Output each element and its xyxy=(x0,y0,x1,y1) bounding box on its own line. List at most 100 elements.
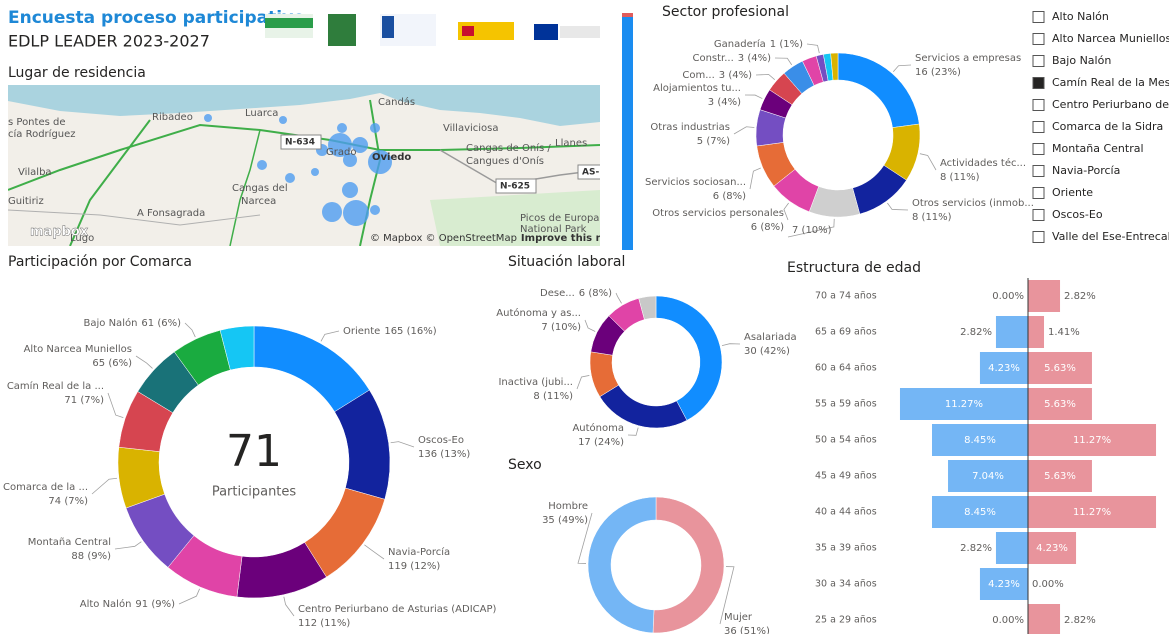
chart-title: Sexo xyxy=(508,457,542,473)
slicer-checkbox[interactable] xyxy=(1033,34,1044,45)
category-name: Alto Narcea Muniellos xyxy=(24,344,132,355)
map-place-label: Candás xyxy=(378,96,415,108)
category-label: 60 a 64 años xyxy=(815,363,877,374)
logos xyxy=(265,14,600,46)
value-label: 4.23% xyxy=(1036,543,1068,554)
value-label: 11.27% xyxy=(1073,507,1111,518)
slicer-item[interactable]: Alto Nalón xyxy=(1052,10,1109,23)
data-label: Ganadería1 (1%) xyxy=(714,38,803,50)
map-place-label: cía Rodríguez xyxy=(8,128,76,140)
slicer-checkbox[interactable] xyxy=(1033,78,1044,89)
logo xyxy=(534,24,558,40)
leader-line xyxy=(284,597,294,616)
category-label: 40 a 44 años xyxy=(815,507,877,518)
data-label: Bajo Nalón61 (6%) xyxy=(84,317,182,329)
attribution-text: © Mapbox © OpenStreetMap xyxy=(370,233,517,244)
slicer-checkbox[interactable] xyxy=(1033,166,1044,177)
donut-slice xyxy=(653,497,724,633)
map-bubble xyxy=(311,168,319,176)
slicer-checkbox[interactable] xyxy=(1033,56,1044,67)
value-label: 0.00% xyxy=(992,291,1024,302)
leader-line xyxy=(893,65,911,72)
donut-slice xyxy=(838,53,919,128)
map-bubble xyxy=(370,123,380,133)
map-place-label: Villaviciosa xyxy=(443,123,499,134)
category-label: 50 a 54 años xyxy=(815,435,877,446)
slicer-item[interactable]: Montaña Central xyxy=(1052,142,1144,155)
leader-line xyxy=(391,442,414,447)
map-place-label: Cangas de Onís / xyxy=(466,142,551,154)
donut-slice xyxy=(588,497,656,633)
chart-title: Situación laboral xyxy=(508,254,625,270)
value-label: 3 (4%) xyxy=(719,70,752,81)
slicer-checkbox[interactable] xyxy=(1033,122,1044,133)
value-label: 6 (8%) xyxy=(751,222,784,233)
slicer-checkbox[interactable] xyxy=(1033,232,1044,243)
category-name: Dese... xyxy=(540,288,575,299)
slicer-item[interactable]: Bajo Nalón xyxy=(1052,54,1111,67)
value-label: 165 (16%) xyxy=(384,326,436,337)
slicer-item[interactable]: Valle del Ese-Entrecabos xyxy=(1052,230,1169,243)
leader-line xyxy=(756,74,775,79)
leader-line xyxy=(136,356,153,368)
value-label: 8 (11%) xyxy=(912,212,952,223)
map-place-label: Llanes xyxy=(555,138,587,149)
map-bubble xyxy=(370,205,380,215)
category-name: Alojamientos tu... xyxy=(653,83,741,94)
value-label: 7 (10%) xyxy=(541,322,581,333)
map-place-label: Ribadeo xyxy=(152,112,193,123)
slicer-checkbox[interactable] xyxy=(1033,12,1044,23)
category-name: Actividades téc... xyxy=(940,157,1026,169)
category-name: Servicios sociosan... xyxy=(645,177,746,188)
category-name: Comarca de la ... xyxy=(3,482,88,493)
slicer-item[interactable]: Oscos-Eo xyxy=(1052,208,1103,221)
leader-line xyxy=(364,545,384,559)
leader-line xyxy=(321,331,339,341)
value-label: 112 (11%) xyxy=(298,618,350,629)
value-label: 2.82% xyxy=(1064,291,1096,302)
slicer-item[interactable]: Oriente xyxy=(1052,186,1093,199)
leader-line xyxy=(784,203,789,220)
category-label: 30 a 34 años xyxy=(815,579,877,590)
value-label: 74 (7%) xyxy=(48,496,88,507)
bar xyxy=(1028,316,1044,348)
bar xyxy=(1028,280,1060,312)
map-bubble xyxy=(342,182,358,198)
map-place-label: A Fonsagrada xyxy=(137,208,205,219)
dashboard: Encuesta proceso participativo EDLP LEAD… xyxy=(0,0,1169,634)
category-name: Centro Periurbano de Asturias (ADICAP) xyxy=(298,604,496,615)
map-bubble xyxy=(204,114,212,122)
leader-line xyxy=(115,542,141,549)
category-name: Navia-Porcía xyxy=(388,546,450,558)
category-name: Otros servicios personales xyxy=(652,208,784,219)
slicer-checkbox[interactable] xyxy=(1033,144,1044,155)
slicer-item[interactable]: Centro Periurbano de ... xyxy=(1052,98,1169,111)
category-name: Constr... xyxy=(692,53,733,64)
category-name: Otras industrias xyxy=(650,122,730,133)
value-label: 119 (12%) xyxy=(388,561,440,572)
donut-slice xyxy=(335,390,390,499)
category-name: Inactiva (jubi... xyxy=(498,377,573,388)
value-label: 3 (4%) xyxy=(738,53,771,64)
slicer-checkbox[interactable] xyxy=(1033,188,1044,199)
map-bubble xyxy=(257,160,267,170)
slicer-item[interactable]: Camín Real de la Mesa xyxy=(1052,76,1169,89)
scrollbar[interactable] xyxy=(622,15,633,250)
value-label: 6 (8%) xyxy=(713,191,746,202)
slicer-checkbox[interactable] xyxy=(1033,100,1044,111)
road-shield-label: N-625 xyxy=(500,182,530,192)
leader-line xyxy=(750,168,761,189)
logo xyxy=(560,26,600,38)
category-name: Camín Real de la ... xyxy=(7,380,104,392)
slicer-checkbox[interactable] xyxy=(1033,210,1044,221)
value-label: 8.45% xyxy=(964,507,996,518)
chart-title: Estructura de edad xyxy=(787,260,921,276)
slicer-item[interactable]: Navia-Porcía xyxy=(1052,164,1120,177)
leader-line xyxy=(616,293,622,303)
slicer-item[interactable]: Comarca de la Sidra xyxy=(1052,120,1163,133)
header-title: Encuesta proceso participativo xyxy=(8,8,305,28)
leader-line xyxy=(887,203,908,210)
map-logo: mapbox xyxy=(30,225,89,240)
slicer-item[interactable]: Alto Narcea Muniellos xyxy=(1052,32,1169,45)
